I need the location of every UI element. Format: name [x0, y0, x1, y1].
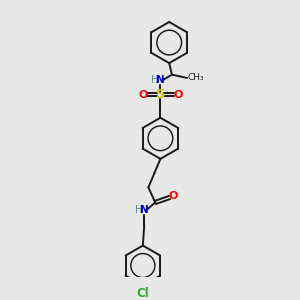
Text: H: H: [151, 75, 159, 85]
Text: O: O: [169, 191, 178, 201]
Text: N: N: [140, 205, 148, 214]
Text: O: O: [173, 90, 182, 100]
Text: CH₃: CH₃: [188, 74, 204, 82]
Text: Cl: Cl: [136, 287, 149, 300]
Text: H: H: [135, 205, 142, 214]
Text: N: N: [156, 75, 165, 85]
Text: O: O: [139, 90, 148, 100]
Text: S: S: [156, 88, 165, 101]
